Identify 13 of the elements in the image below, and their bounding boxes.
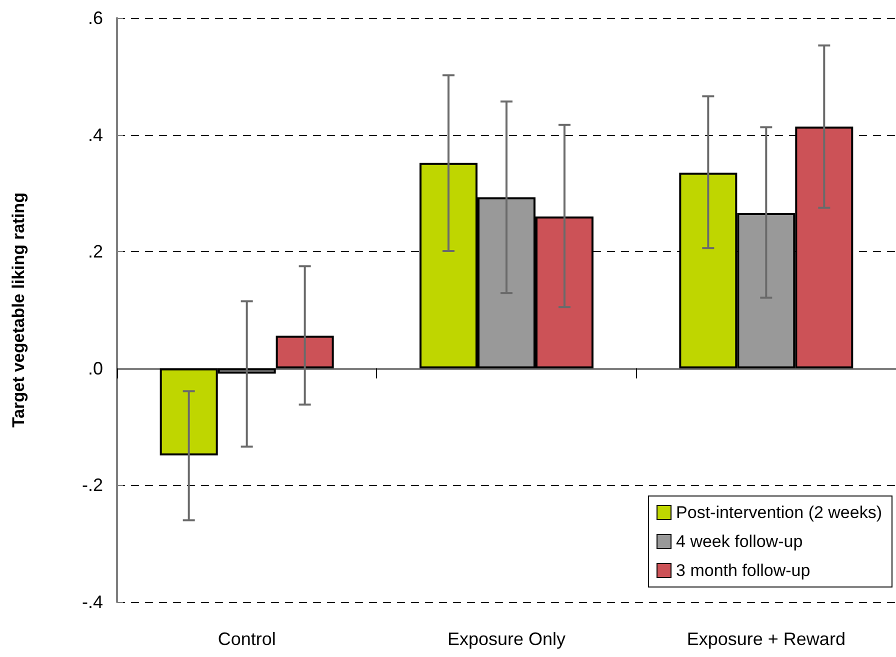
y-tick-label: .2: [88, 242, 103, 262]
legend-label: 3 month follow-up: [676, 561, 810, 580]
x-tick-label: Exposure + Reward: [686, 629, 846, 649]
x-tick-label: Control: [218, 629, 276, 649]
y-tick-label: -.2: [82, 475, 103, 496]
legend-label: Post-intervention (2 weeks): [676, 503, 882, 522]
x-tick-label: Exposure Only: [447, 629, 566, 649]
y-tick-label: -.4: [82, 592, 103, 612]
y-tick-label: .0: [88, 358, 103, 378]
y-tick-label: .4: [88, 124, 103, 145]
y-axis-title: Target vegetable liking rating: [9, 192, 28, 428]
y-tick-label: .6: [88, 8, 103, 28]
legend-label: 4 week follow-up: [676, 532, 803, 551]
